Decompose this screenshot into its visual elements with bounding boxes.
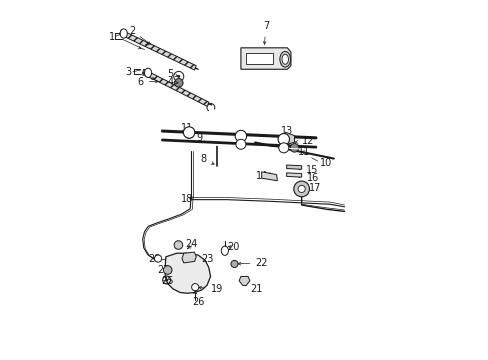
Text: 27: 27	[157, 265, 169, 275]
Polygon shape	[261, 172, 277, 181]
Ellipse shape	[163, 266, 172, 274]
Text: 11: 11	[181, 123, 193, 133]
Ellipse shape	[154, 255, 162, 262]
Ellipse shape	[279, 51, 290, 67]
Text: 10: 10	[319, 158, 331, 168]
Polygon shape	[245, 53, 272, 64]
Ellipse shape	[282, 135, 291, 145]
Polygon shape	[286, 165, 301, 169]
Text: 17: 17	[302, 183, 321, 193]
Ellipse shape	[187, 131, 190, 134]
Text: 13: 13	[281, 126, 293, 136]
Ellipse shape	[173, 71, 183, 81]
Ellipse shape	[184, 129, 193, 138]
Ellipse shape	[293, 181, 309, 197]
Ellipse shape	[282, 138, 285, 141]
Text: 9: 9	[196, 133, 202, 143]
Text: 16: 16	[297, 173, 319, 183]
Polygon shape	[241, 48, 290, 69]
Ellipse shape	[290, 144, 298, 152]
Ellipse shape	[183, 127, 194, 138]
Ellipse shape	[165, 279, 168, 282]
Ellipse shape	[187, 132, 190, 135]
Text: 11: 11	[234, 132, 246, 142]
Text: 5: 5	[167, 69, 178, 79]
Text: 8: 8	[201, 154, 214, 164]
Text: 18: 18	[180, 194, 192, 203]
Text: 19: 19	[198, 284, 223, 294]
Polygon shape	[286, 173, 301, 177]
Ellipse shape	[282, 147, 285, 149]
Text: 20: 20	[227, 242, 239, 252]
Polygon shape	[165, 253, 210, 293]
Ellipse shape	[235, 130, 246, 142]
Ellipse shape	[174, 241, 183, 249]
Text: 11: 11	[298, 147, 310, 157]
Ellipse shape	[156, 257, 159, 260]
Ellipse shape	[230, 260, 238, 267]
Ellipse shape	[235, 139, 245, 149]
Text: 2: 2	[128, 26, 150, 44]
Text: 7: 7	[262, 21, 268, 44]
Ellipse shape	[285, 139, 288, 141]
Ellipse shape	[193, 286, 196, 289]
Ellipse shape	[298, 185, 305, 193]
Text: 3: 3	[125, 67, 132, 77]
Ellipse shape	[239, 143, 242, 146]
Text: 21: 21	[244, 281, 262, 294]
Text: 12: 12	[295, 136, 313, 146]
Polygon shape	[119, 30, 196, 70]
Text: 15: 15	[297, 165, 318, 175]
Polygon shape	[142, 69, 208, 107]
Text: 23: 23	[190, 254, 213, 264]
Ellipse shape	[278, 134, 289, 145]
Text: 28: 28	[148, 254, 161, 264]
Text: 14: 14	[255, 171, 267, 181]
Text: 1: 1	[108, 32, 115, 42]
Text: 6: 6	[137, 77, 158, 87]
Ellipse shape	[282, 54, 288, 64]
Ellipse shape	[191, 284, 198, 291]
Text: 25: 25	[161, 276, 174, 286]
Text: 26: 26	[191, 297, 204, 307]
Ellipse shape	[120, 29, 127, 38]
Text: 24: 24	[185, 239, 198, 249]
Polygon shape	[285, 132, 294, 145]
Ellipse shape	[144, 68, 151, 77]
Ellipse shape	[177, 75, 180, 78]
Ellipse shape	[278, 143, 288, 153]
Polygon shape	[239, 276, 249, 285]
Text: 4: 4	[167, 77, 178, 87]
Ellipse shape	[174, 78, 183, 87]
Ellipse shape	[239, 134, 242, 138]
Text: 22: 22	[238, 258, 267, 268]
Polygon shape	[182, 252, 196, 263]
